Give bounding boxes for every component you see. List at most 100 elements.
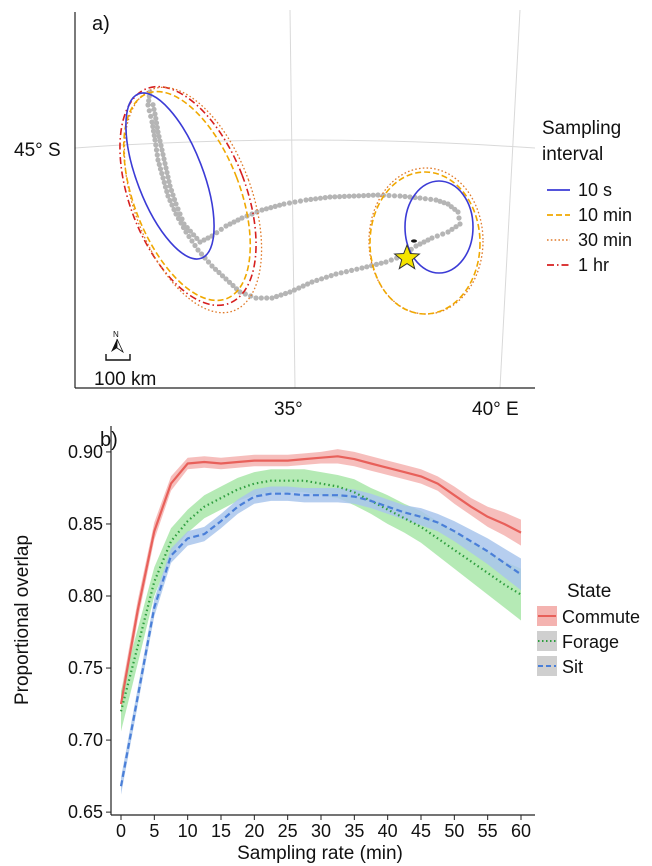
track-point — [429, 235, 435, 241]
track-point — [440, 231, 446, 237]
track-point — [230, 282, 236, 289]
track-point — [164, 169, 170, 176]
track-point — [296, 285, 302, 291]
x-tick-label: 15 — [211, 821, 231, 841]
track-point — [428, 196, 434, 202]
track-point — [146, 98, 152, 104]
track-point — [248, 293, 254, 299]
lon-label-35: 35° — [274, 399, 303, 420]
track-point — [189, 238, 195, 244]
track-point — [356, 193, 362, 199]
track-point — [365, 192, 371, 198]
track-point — [239, 215, 245, 221]
track-point — [157, 166, 164, 172]
contour-30min-left — [123, 86, 263, 314]
track-point — [198, 251, 205, 257]
track-point — [192, 242, 198, 249]
track-point — [150, 128, 157, 134]
track-point — [157, 138, 163, 144]
track-point — [343, 269, 349, 275]
track-point — [333, 271, 339, 277]
track-point — [278, 292, 284, 298]
track-point — [150, 102, 156, 108]
track-point — [218, 226, 224, 232]
track-point — [237, 289, 243, 295]
track-point — [149, 119, 155, 125]
track-point — [456, 215, 462, 221]
track-point — [259, 207, 265, 213]
track-point — [317, 195, 323, 201]
track-point — [231, 219, 237, 225]
track-point — [160, 151, 166, 158]
track-point — [181, 221, 187, 227]
contour-10min-left — [122, 90, 252, 302]
track-point — [195, 247, 201, 253]
track-point — [187, 228, 193, 234]
track-point — [327, 194, 333, 200]
scale-bar — [105, 354, 131, 361]
track-point — [194, 235, 200, 241]
track-point — [269, 295, 275, 301]
state-legend-label-forage: Forage — [562, 632, 619, 652]
y-tick-label: 0.85 — [68, 514, 103, 534]
track-point — [226, 279, 233, 285]
track-point — [171, 206, 177, 213]
track-point — [156, 161, 162, 168]
track-point — [151, 106, 157, 112]
y-ticks: 0.65 0.70 0.75 0.80 0.85 0.90 — [68, 442, 111, 822]
track-point — [162, 160, 168, 167]
track-point — [264, 295, 270, 301]
track-point — [258, 295, 264, 301]
track-point — [300, 283, 306, 289]
track-point — [359, 265, 365, 271]
y-axis-label: Proportional overlap — [12, 535, 33, 705]
track-point — [146, 108, 152, 114]
x-tick-label: 35 — [344, 821, 364, 841]
track-point — [272, 203, 278, 209]
track-point — [328, 273, 334, 279]
track-point — [417, 195, 423, 201]
x-ticks: 0 5 10 15 20 25 30 35 40 45 50 55 60 — [116, 815, 531, 841]
track-point — [453, 224, 459, 230]
line-forage — [119, 479, 522, 712]
state-legend-label-commute: Commute — [562, 607, 640, 627]
track-point — [457, 221, 463, 227]
track-point — [434, 233, 440, 239]
x-axis-label: Sampling rate (min) — [237, 843, 403, 864]
track-point — [209, 263, 215, 269]
lon-label-40e: 40° E — [472, 399, 519, 420]
track-point — [150, 123, 156, 130]
contours-right — [368, 167, 484, 315]
track-point — [383, 259, 389, 265]
track-point — [286, 200, 293, 206]
legend-label-10s: 10 s — [578, 180, 612, 200]
track-point — [305, 281, 311, 287]
track-point — [282, 290, 289, 297]
x-tick-label: 45 — [411, 821, 431, 841]
graticule-lon-35 — [289, 9, 296, 389]
track-point — [323, 274, 329, 280]
track-point — [177, 211, 183, 217]
track-point — [388, 257, 394, 263]
track-point — [253, 295, 259, 301]
track-point — [151, 132, 157, 139]
track-point — [152, 111, 158, 117]
x-tick-label: 40 — [378, 821, 398, 841]
track-point — [386, 192, 392, 199]
track-point — [191, 232, 197, 238]
track-point — [287, 289, 293, 295]
x-tick-label: 55 — [478, 821, 498, 841]
track-point — [155, 129, 161, 135]
track-point — [263, 206, 269, 212]
track-point — [351, 193, 357, 199]
track-point — [391, 193, 398, 199]
contour-1hr-left — [119, 85, 257, 307]
track-point — [235, 217, 241, 223]
track-point — [168, 187, 175, 194]
line-commute — [119, 455, 522, 705]
track-point — [309, 279, 315, 285]
state-legend-label-sit: Sit — [562, 657, 583, 677]
track-point — [273, 293, 280, 300]
track-point — [413, 243, 419, 249]
track-point — [214, 230, 220, 236]
